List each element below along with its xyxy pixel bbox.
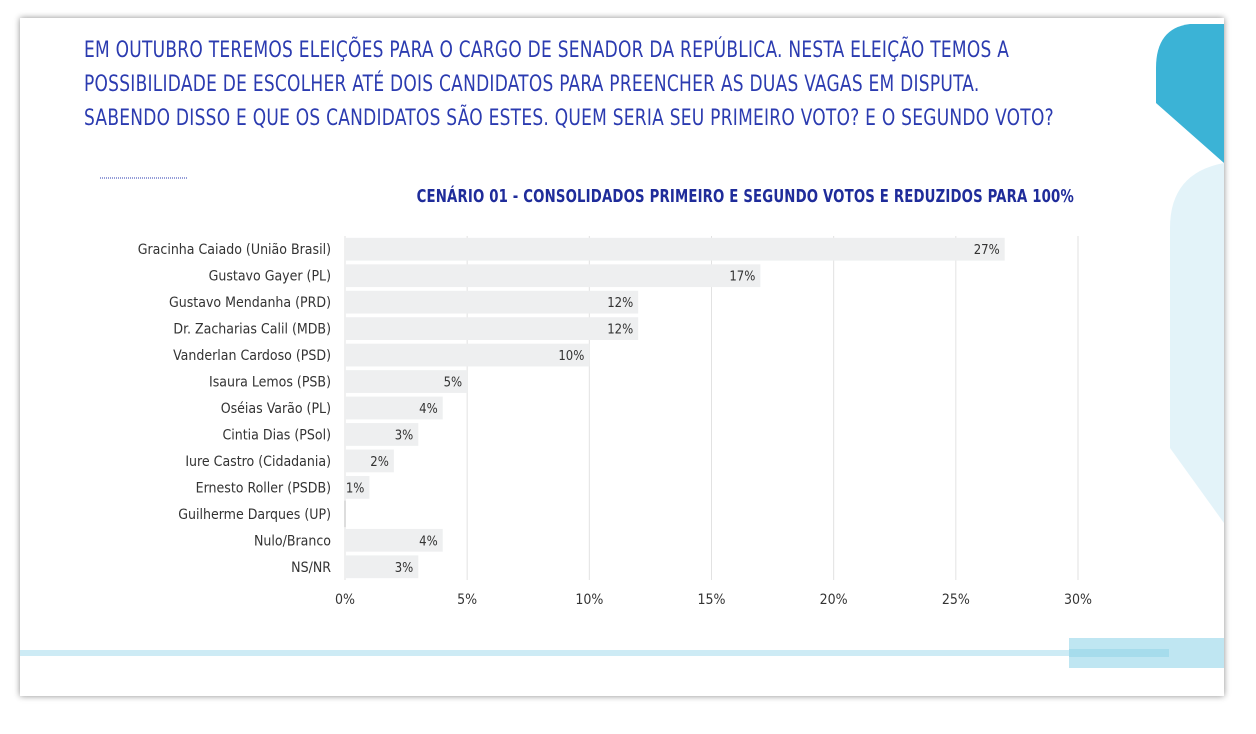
bar-2 [345,290,639,314]
x-tick-label-0: 0% [335,592,355,608]
slide: EM OUTUBRO TEREMOS ELEIÇÕES PARA O CARGO… [20,18,1224,696]
x-tick-label-4: 20% [820,592,848,608]
data-label-3: 12% [607,323,633,338]
bar-chart: Gracinha Caiado (União Brasil) 27% Gustavo… [138,236,1092,608]
data-label-7: 3% [395,428,414,443]
data-label-6: 4% [419,402,438,417]
data-label-4: 10% [558,349,584,364]
category-label-6: Oséias Varão (PL) [221,401,331,417]
question-line-3: SABENDO DISSO E QUE OS CANDIDATOS SÃO ES… [84,106,1054,131]
x-tick-label-1: 5% [457,592,477,608]
footer-band-strip [1069,649,1169,657]
category-label-1: Gustavo Gayer (PL) [209,269,331,285]
bar-6 [345,396,443,420]
question-line-1: EM OUTUBRO TEREMOS ELEIÇÕES PARA O CARGO… [84,38,1010,63]
data-label-0: 27% [974,243,1000,258]
category-label-9: Ernesto Roller (PSDB) [196,480,331,496]
bar-9 [345,476,370,499]
data-label-9: 1% [346,481,365,496]
bar-1 [345,264,761,288]
accent-shape-dark [1156,24,1224,163]
bar-5 [345,370,468,393]
x-tick-label-5: 25% [942,592,970,608]
category-label-0: Gracinha Caiado (União Brasil) [138,242,331,258]
data-label-2: 12% [607,296,633,311]
decoration-layer [20,24,1224,668]
footer-band-line [20,650,1170,656]
category-label-3: Dr. Zacharias Calil (MDB) [173,322,331,338]
data-label-8: 2% [370,455,389,470]
question-line-2: POSSIBILIDADE DE ESCOLHER ATÉ DOIS CANDI… [84,72,980,97]
category-label-10: Guilherme Darques (UP) [178,507,331,523]
bar-0 [345,237,1005,261]
x-tick-label-6: 30% [1064,592,1092,608]
data-label-5: 5% [444,376,463,391]
bar-8 [345,449,394,473]
x-tick-label-3: 15% [698,592,726,608]
bar-4 [345,343,590,367]
data-label-1: 17% [729,270,755,285]
data-label-11: 4% [419,534,438,549]
category-label-8: Iure Castro (Cidadania) [185,454,331,470]
bar-7 [345,423,419,446]
category-label-2: Gustavo Mendanha (PRD) [169,295,331,311]
accent-shape-light [1170,163,1224,523]
category-label-5: Isaura Lemos (PSB) [209,375,331,391]
data-label-12: 3% [395,561,414,576]
category-label-7: Cintia Dias (PSol) [222,427,331,443]
bar-12 [345,555,419,579]
chart-title: CENÁRIO 01 - CONSOLIDADOS PRIMEIRO E SEG… [416,186,1074,207]
category-label-11: Nulo/Branco [254,533,331,549]
bar-11 [345,528,443,552]
bar-3 [345,317,639,340]
survey-question: EM OUTUBRO TEREMOS ELEIÇÕES PARA O CARGO… [84,34,1054,136]
x-tick-label-2: 10% [575,592,603,608]
category-label-4: Vanderlan Cardoso (PSD) [173,348,331,364]
category-label-12: NS/NR [291,560,331,576]
